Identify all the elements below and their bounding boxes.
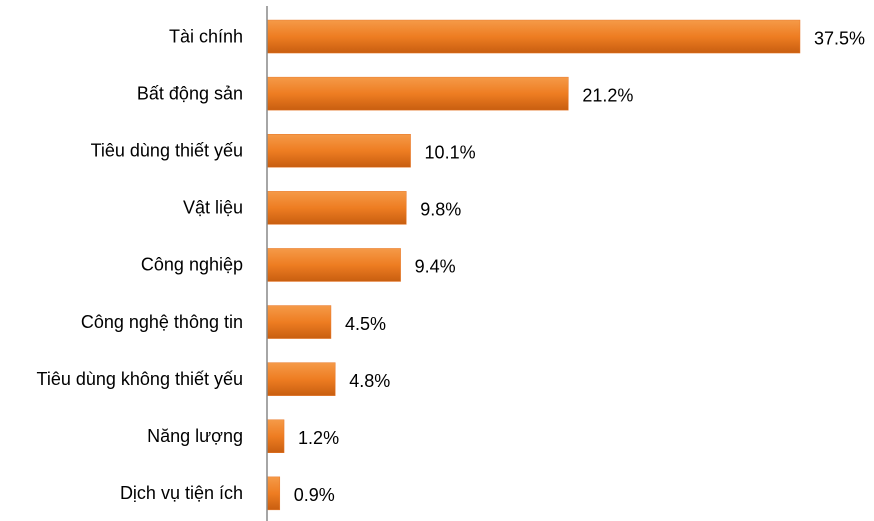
value-label: 10.1% bbox=[425, 143, 476, 163]
category-label: Công nghiệp bbox=[141, 255, 243, 275]
value-label: 9.4% bbox=[415, 257, 456, 277]
value-label: 0.9% bbox=[294, 485, 335, 505]
value-label: 4.5% bbox=[345, 314, 386, 334]
category-label: Năng lượng bbox=[147, 426, 243, 446]
category-label: Tài chính bbox=[169, 26, 243, 46]
bar bbox=[266, 19, 801, 54]
category-label: Bất động sản bbox=[137, 83, 243, 103]
bar bbox=[266, 191, 407, 225]
value-label: 4.8% bbox=[349, 371, 390, 391]
value-label: 1.2% bbox=[298, 428, 339, 448]
bar bbox=[266, 362, 336, 396]
bar bbox=[266, 248, 401, 282]
category-label: Vật liệu bbox=[183, 198, 243, 218]
category-label: Công nghệ thông tin bbox=[81, 312, 243, 332]
value-label: 21.2% bbox=[582, 85, 633, 105]
category-label: Tiêu dùng thiết yếu bbox=[91, 141, 243, 161]
bar bbox=[266, 419, 285, 453]
bar bbox=[266, 476, 281, 511]
bar bbox=[266, 134, 411, 168]
value-label: 37.5% bbox=[814, 28, 865, 48]
category-label: Tiêu dùng không thiết yếu bbox=[37, 369, 243, 389]
value-label: 9.8% bbox=[420, 200, 461, 220]
category-label: Dịch vụ tiện ích bbox=[120, 483, 243, 503]
bar bbox=[266, 76, 569, 111]
bar bbox=[266, 305, 332, 339]
